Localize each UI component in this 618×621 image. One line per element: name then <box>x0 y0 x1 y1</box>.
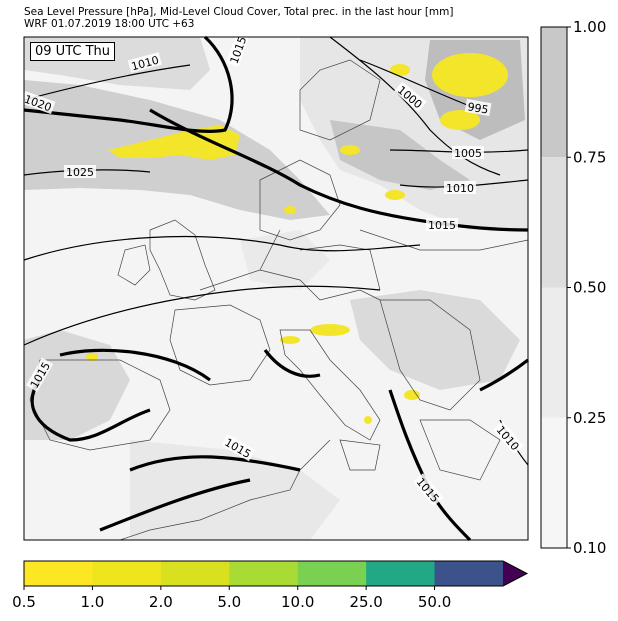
precip-colorbar: 0.5 1.0 2.0 5.0 10.0 25.0 50.0 <box>12 560 529 611</box>
precip-colorbar-segment <box>366 561 436 586</box>
precip-colorbar-segment <box>297 561 367 586</box>
precip-layer <box>86 53 508 424</box>
cloud-colorbar-tick: 0.75 <box>573 148 606 166</box>
isobar-label: 1025 <box>66 166 94 179</box>
precip-colorbar-tick: 5.0 <box>217 593 241 611</box>
precip-colorbar-segment <box>229 561 299 586</box>
cloud-colorbar-tick: 0.50 <box>573 279 606 297</box>
precip-colorbar-segment <box>160 561 230 586</box>
precip-colorbar-segment <box>434 561 504 586</box>
cloud-colorbar-tick: 1.00 <box>573 18 606 36</box>
cloud-colorbar-tick: 0.25 <box>573 409 606 427</box>
map-border <box>23 36 529 541</box>
precip-colorbar-tick: 50.0 <box>418 593 451 611</box>
precip-colorbar-segment <box>92 561 162 586</box>
map-title: Sea Level Pressure [hPa], Mid-Level Clou… <box>24 6 454 18</box>
model-run-label: WRF 01.07.2019 18:00 UTC +63 <box>24 18 195 30</box>
valid-time-label: 09 UTC Thu <box>30 42 115 61</box>
cloud-cover-colorbar: 1.00 0.75 0.50 0.25 0.10 <box>540 18 606 557</box>
cloud-colorbar-segment <box>541 287 567 418</box>
isobar-label: 1015 <box>428 219 456 232</box>
isobar-label: 1010 <box>446 182 474 195</box>
map-panel <box>23 35 529 542</box>
precip-colorbar-tick: 0.5 <box>12 593 36 611</box>
isobar-label: 995 <box>466 100 489 116</box>
precip-colorbar-tick: 2.0 <box>149 593 173 611</box>
cloud-colorbar-tick: 0.10 <box>573 539 606 557</box>
precip-colorbar-tick: 25.0 <box>349 593 382 611</box>
precip-colorbar-segment <box>24 561 93 586</box>
cloud-colorbar-segment <box>541 417 567 548</box>
precip-colorbar-tick: 10.0 <box>281 593 314 611</box>
precip-colorbar-tick: 1.0 <box>80 593 104 611</box>
isobar-label: 1005 <box>454 147 482 160</box>
map-header: Sea Level Pressure [hPa], Mid-Level Clou… <box>24 6 454 30</box>
precip-colorbar-extend-arrow <box>503 561 527 586</box>
cloud-colorbar-segment <box>541 27 567 158</box>
cloud-colorbar-segment <box>541 157 567 288</box>
